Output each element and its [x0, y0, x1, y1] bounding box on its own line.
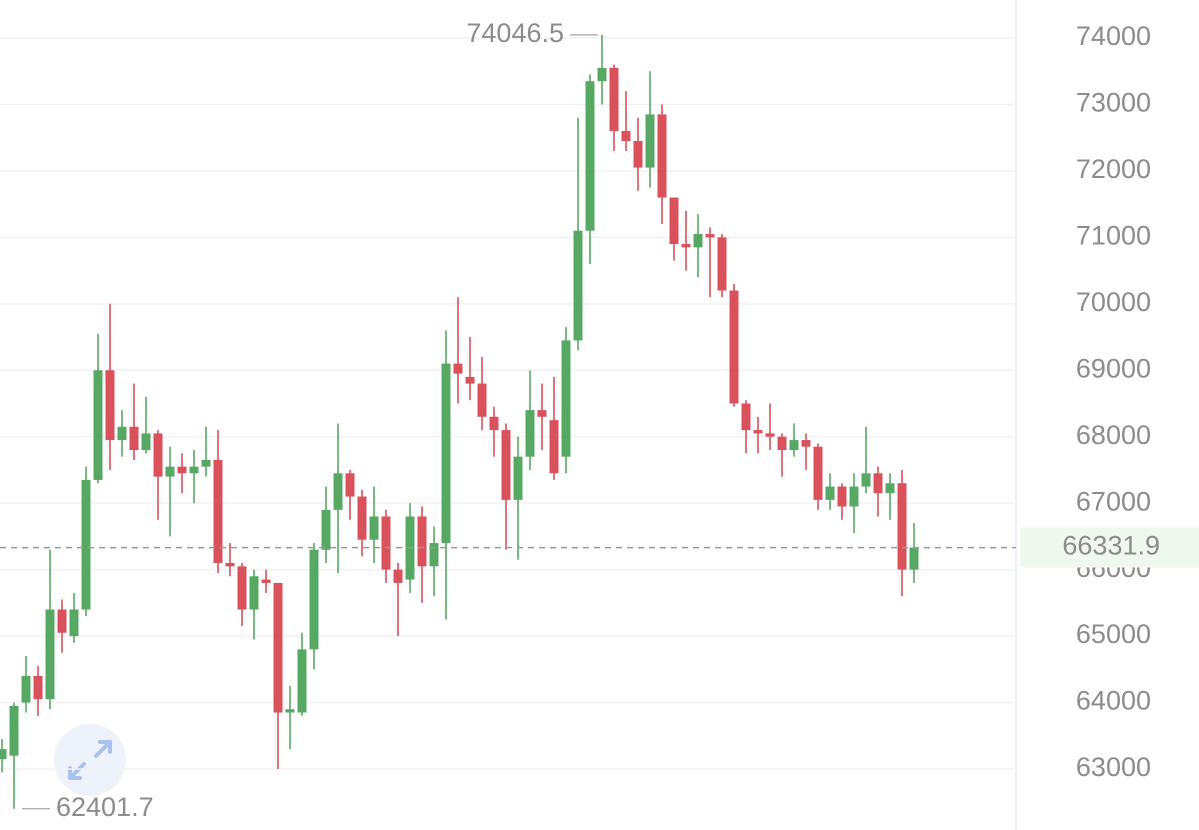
- candle-body: [429, 543, 439, 567]
- candle-body: [789, 440, 799, 451]
- candle-body: [777, 436, 787, 451]
- candle-body: [645, 114, 655, 168]
- candle-body: [165, 466, 175, 477]
- candle-body: [117, 426, 127, 441]
- candle-body: [837, 486, 847, 507]
- candle-body: [237, 566, 247, 610]
- candle-body: [573, 230, 583, 341]
- candle-body: [693, 234, 703, 248]
- candle-body: [177, 466, 187, 474]
- max-label: 74046.5: [466, 18, 564, 48]
- candle-body: [885, 483, 895, 494]
- candle-body: [477, 383, 487, 417]
- candle-body: [825, 486, 835, 500]
- candle-body: [189, 466, 199, 474]
- candle-body: [57, 609, 67, 633]
- y-tick-label: 71000: [1076, 220, 1151, 250]
- price-tag: 66331.9: [1062, 531, 1160, 561]
- candle-body: [801, 440, 811, 447]
- candle-body: [33, 675, 43, 700]
- candle-body: [261, 579, 271, 583]
- candle-body: [585, 81, 595, 231]
- candle-body: [705, 234, 715, 238]
- candle-body: [441, 363, 451, 544]
- candle-body: [153, 433, 163, 477]
- candle-body: [681, 244, 691, 248]
- y-tick-label: 67000: [1076, 486, 1151, 516]
- candle-body: [417, 516, 427, 567]
- expand-icon: [68, 740, 112, 780]
- candle-body: [9, 705, 19, 756]
- candle-body: [753, 430, 763, 434]
- candle-body: [609, 67, 619, 132]
- candle-body: [285, 709, 295, 713]
- candle-body: [129, 426, 139, 451]
- candle-body: [69, 609, 79, 637]
- y-tick-label: 64000: [1076, 686, 1151, 716]
- candle-body: [273, 582, 283, 713]
- candle-body: [381, 516, 391, 570]
- candle-body: [717, 237, 727, 291]
- candle-body: [549, 420, 559, 474]
- candle-body: [489, 416, 499, 431]
- candle-body: [81, 479, 91, 610]
- candle-body: [597, 67, 607, 82]
- candle-body: [729, 290, 739, 404]
- candle-body: [633, 141, 643, 168]
- candle-body: [45, 609, 55, 700]
- candle-body: [621, 131, 631, 142]
- candle-body: [765, 433, 775, 437]
- y-tick-label: 63000: [1076, 752, 1151, 782]
- candle-body: [213, 459, 223, 563]
- expand-button-bg: [54, 724, 126, 796]
- candle-body: [513, 456, 523, 500]
- candle-body: [501, 430, 511, 500]
- candle-body: [321, 509, 331, 550]
- candle-body: [345, 473, 355, 497]
- candle-body: [105, 370, 115, 441]
- y-tick-label: 69000: [1076, 353, 1151, 383]
- candle-body: [861, 473, 871, 487]
- candle-body: [297, 649, 307, 713]
- candle-body: [201, 459, 211, 467]
- candle-body: [249, 576, 259, 610]
- candle-body: [537, 410, 547, 417]
- candle-body: [453, 363, 463, 374]
- candle-body: [357, 496, 367, 540]
- candle-body: [741, 403, 751, 431]
- candle-body: [93, 370, 103, 480]
- y-tick-label: 65000: [1076, 619, 1151, 649]
- candle-body: [849, 486, 859, 507]
- candle-body: [0, 749, 7, 760]
- y-tick-label: 74000: [1076, 21, 1151, 51]
- y-tick-label: 73000: [1076, 88, 1151, 118]
- candle-body: [309, 549, 319, 650]
- candle-body: [909, 547, 919, 570]
- y-tick-label: 72000: [1076, 154, 1151, 184]
- min-label: 62401.7: [56, 792, 154, 822]
- candle-body: [873, 473, 883, 494]
- candle-body: [525, 410, 535, 457]
- price-tag-bg: [1020, 527, 1199, 568]
- candle-body: [561, 340, 571, 457]
- candle-body: [393, 569, 403, 583]
- candle-body: [897, 483, 907, 570]
- candle-body: [141, 433, 151, 451]
- expand-button[interactable]: [54, 724, 126, 796]
- candle-body: [21, 675, 31, 703]
- candle-body: [333, 473, 343, 510]
- candle-body: [669, 197, 679, 245]
- y-tick-label: 68000: [1076, 420, 1151, 450]
- y-tick-label: 70000: [1076, 287, 1151, 317]
- candle-body: [813, 446, 823, 500]
- candle-body: [369, 516, 379, 540]
- candle-body: [657, 114, 667, 198]
- candle-body: [225, 562, 235, 567]
- candle-body: [465, 376, 475, 384]
